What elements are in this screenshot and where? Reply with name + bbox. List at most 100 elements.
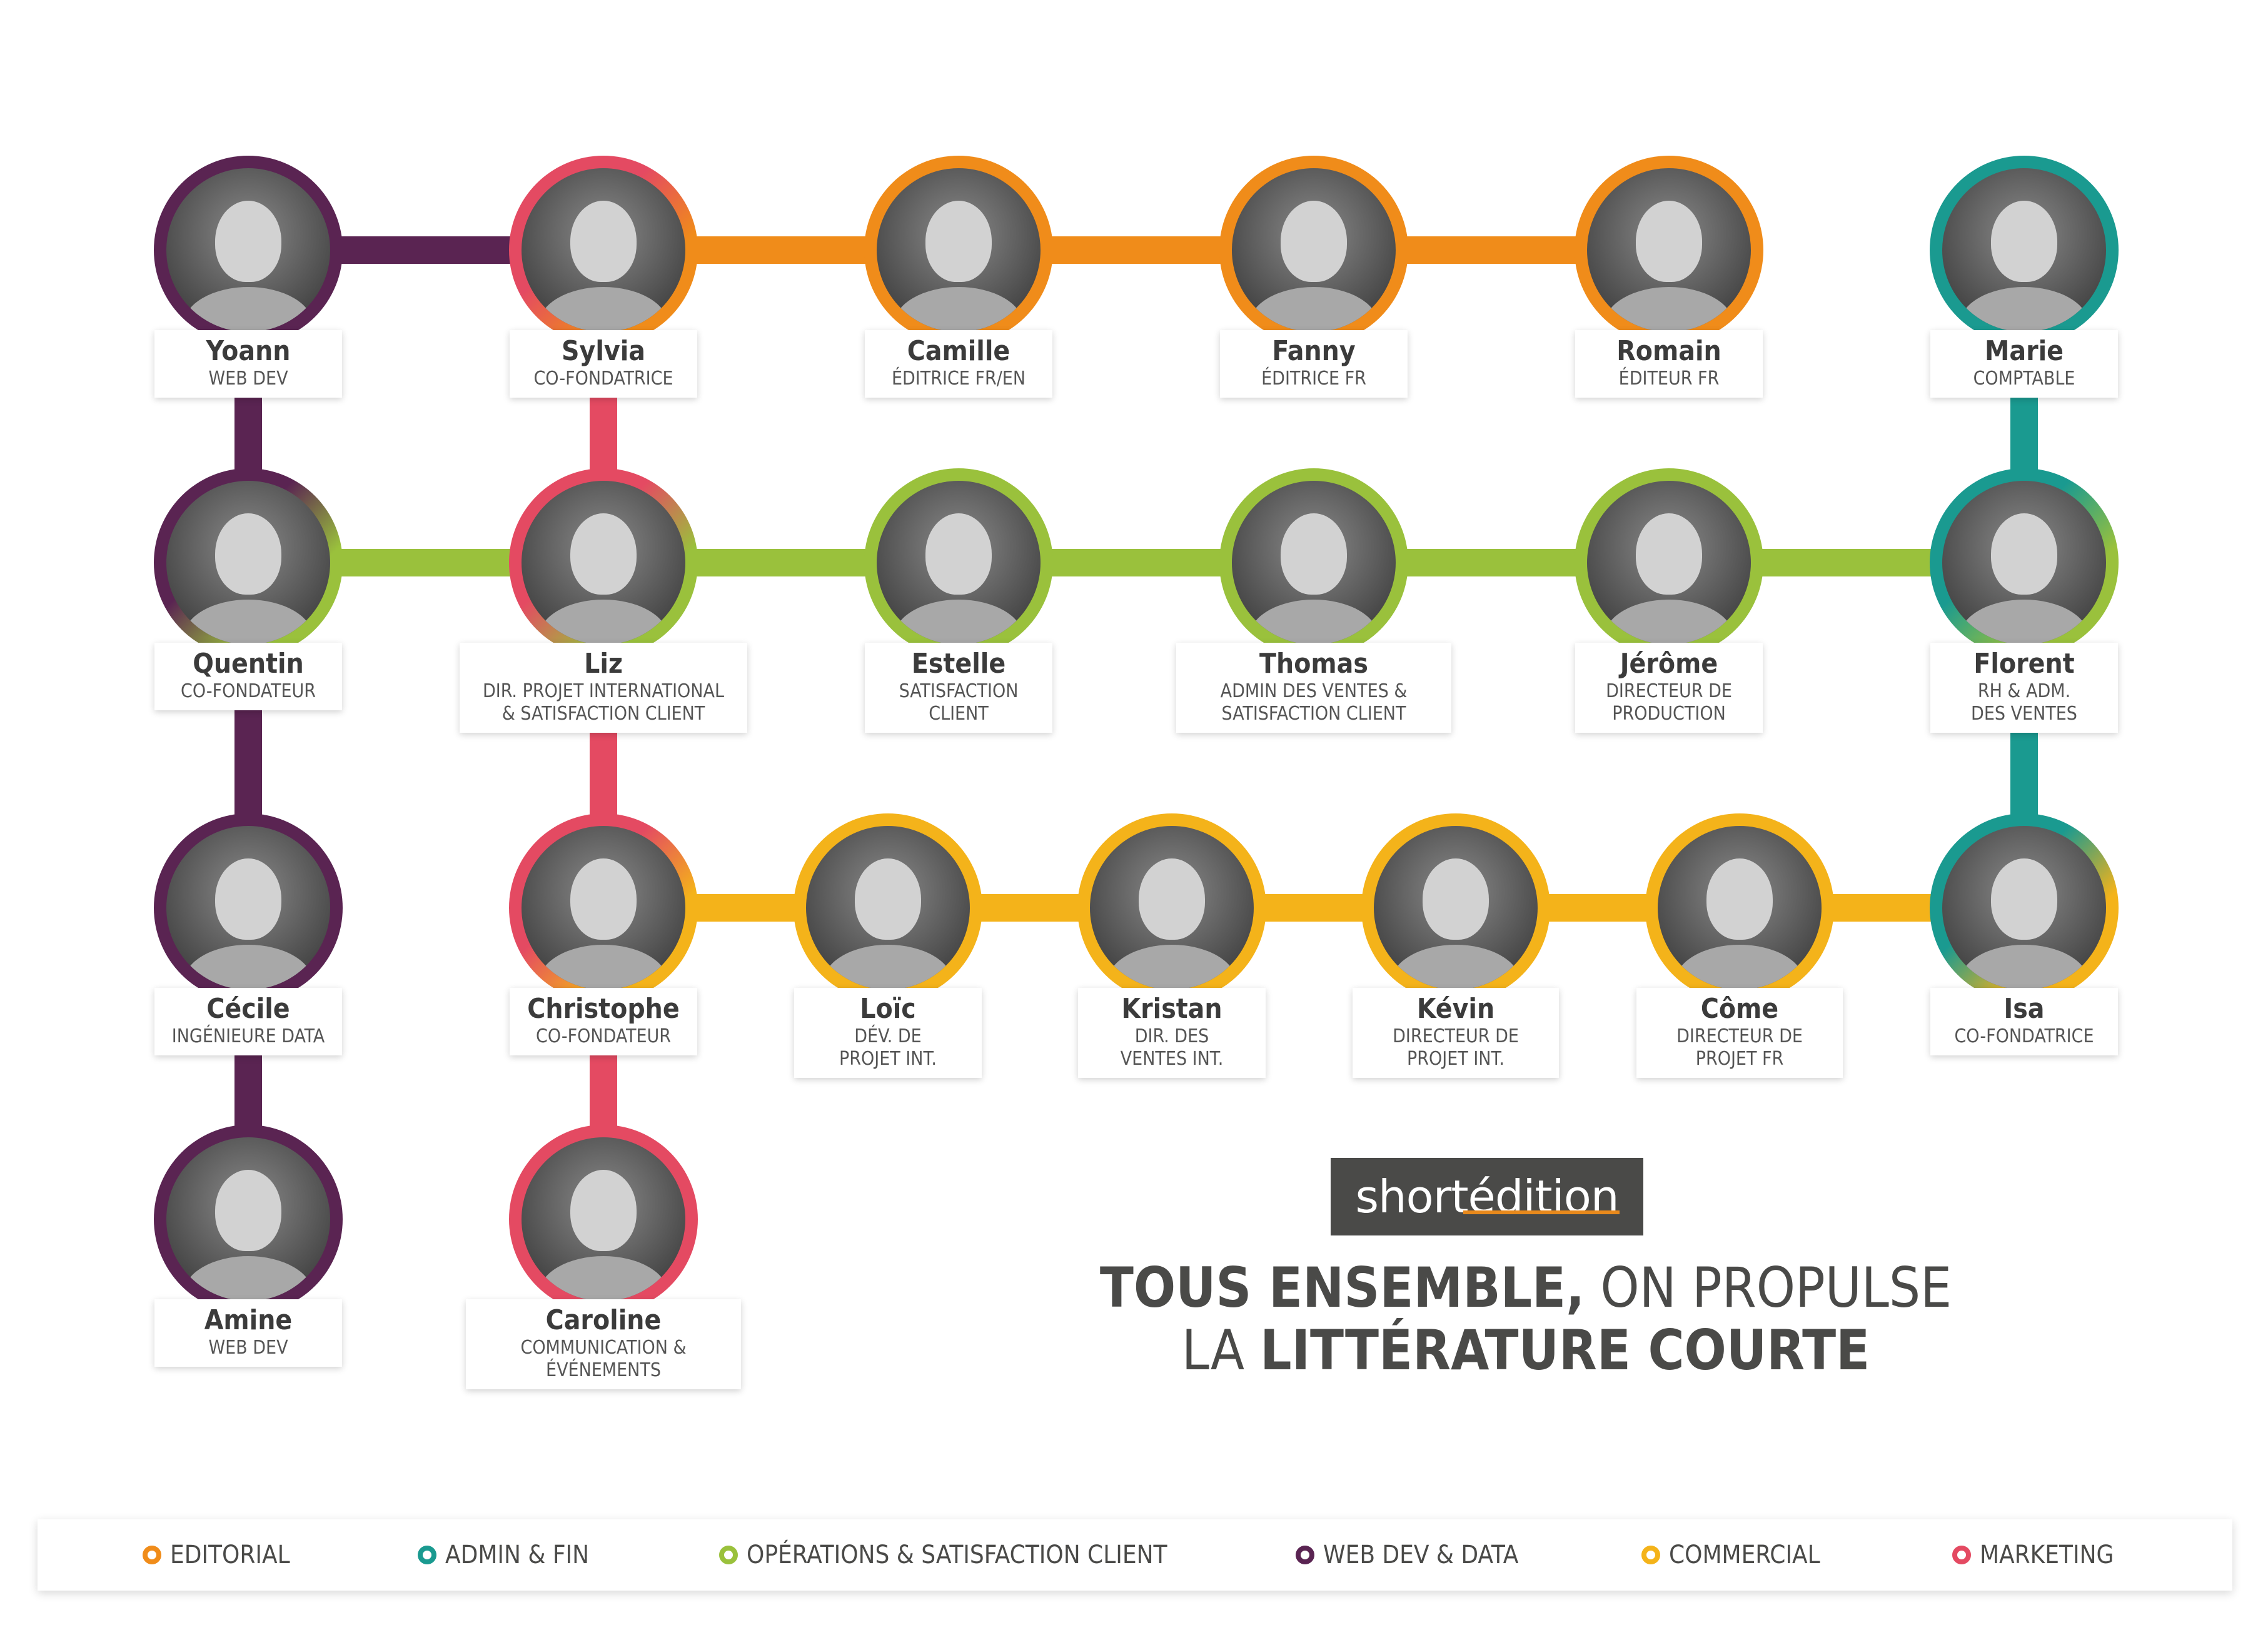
- member-name: Cécile: [206, 993, 290, 1025]
- member-label: Jérôme DIRECTEUR DE PRODUCTION: [1575, 643, 1763, 733]
- member-role: CO-FONDATRICE: [1954, 1025, 2094, 1047]
- legend-item: MARKETING: [1952, 1519, 2114, 1591]
- tagline-line-2: LA LITTÉRATURE COURTE: [1000, 1319, 2051, 1382]
- member-role: INGÉNIEURE DATA: [171, 1025, 325, 1047]
- portrait-photo: [1658, 826, 1822, 990]
- member-role: CO-FONDATEUR: [535, 1025, 672, 1047]
- portrait-head: [570, 1170, 637, 1251]
- portrait-shoulders: [894, 287, 1023, 332]
- portrait-photo: [1942, 168, 2106, 332]
- member-name: Liz: [584, 648, 623, 680]
- member-avatar: [864, 156, 1053, 345]
- portrait-shoulders: [1605, 600, 1733, 645]
- member-name: Thomas: [1259, 648, 1368, 680]
- legend-label: MARKETING: [1980, 1541, 2114, 1569]
- member-role: DIRECTEUR DE PRODUCTION: [1606, 680, 1732, 725]
- member-name: Camille: [907, 335, 1011, 367]
- member-label: Liz DIR. PROJET INTERNATIONAL & SATISFACT…: [460, 643, 747, 733]
- member-role: SATISFACTION CLIENT: [899, 680, 1019, 725]
- legend-item: COMMERCIAL: [1641, 1519, 1820, 1591]
- portrait-head: [1991, 858, 2057, 940]
- member-role: DIR. PROJET INTERNATIONAL & SATISFACTION…: [483, 680, 724, 725]
- member-avatar: [154, 156, 343, 345]
- member-label: Yoann WEB DEV: [154, 330, 342, 398]
- portrait-head: [1636, 201, 1702, 282]
- member-avatar: [154, 1125, 343, 1314]
- portrait-photo: [166, 826, 330, 990]
- portrait-photo: [1374, 826, 1538, 990]
- member-label: Isa CO-FONDATRICE: [1930, 988, 2118, 1055]
- member-avatar: [509, 468, 698, 657]
- legend-label: WEB DEV & DATA: [1323, 1541, 1519, 1569]
- portrait-shoulders: [539, 600, 668, 645]
- portrait-shoulders: [184, 945, 313, 990]
- member-role: ÉDITEUR FR: [1618, 368, 1720, 390]
- member-name: Isa: [2003, 993, 2045, 1025]
- member-label: Loïc DÉV. DE PROJET INT.: [794, 988, 982, 1078]
- member-role: DIR. DES VENTES INT.: [1120, 1025, 1224, 1070]
- legend-label: EDITORIAL: [170, 1541, 290, 1569]
- member-avatar: [509, 1125, 698, 1314]
- member-avatar: [509, 156, 698, 345]
- member-role: ADMIN DES VENTES & SATISFACTION CLIENT: [1220, 680, 1408, 725]
- member-label: Christophe CO-FONDATEUR: [510, 988, 697, 1055]
- portrait-shoulders: [1249, 287, 1378, 332]
- portrait-shoulders: [1249, 600, 1378, 645]
- member-avatar: [1575, 468, 1763, 657]
- portrait-head: [215, 1170, 281, 1251]
- member-role: CO-FONDATEUR: [180, 680, 316, 702]
- portrait-photo: [1090, 826, 1254, 990]
- member-avatar: [794, 813, 982, 1002]
- portrait-shoulders: [539, 945, 668, 990]
- logo-text: shortédition: [1355, 1170, 1620, 1223]
- legend-ring-icon: [1641, 1546, 1660, 1564]
- logo-underline: [1463, 1210, 1620, 1214]
- member-name: Fanny: [1272, 335, 1356, 367]
- portrait-photo: [877, 481, 1041, 645]
- portrait-head: [1991, 513, 2057, 595]
- portrait-head: [570, 201, 637, 282]
- portrait-head: [215, 513, 281, 595]
- portrait-shoulders: [1960, 287, 2089, 332]
- portrait-photo: [806, 826, 970, 990]
- member-name: Florent: [1973, 648, 2075, 680]
- portrait-head: [925, 201, 992, 282]
- portrait-photo: [1587, 481, 1751, 645]
- portrait-shoulders: [1960, 600, 2089, 645]
- member-name: Christophe: [527, 993, 680, 1025]
- tagline-bold-2: LITTÉRATURE COURTE: [1260, 1318, 1870, 1382]
- legend-item: ADMIN & FIN: [418, 1519, 589, 1591]
- portrait-shoulders: [1960, 945, 2089, 990]
- member-label: Amine WEB DEV: [154, 1299, 342, 1367]
- portrait-head: [925, 513, 992, 595]
- portrait-photo: [1942, 826, 2106, 990]
- member-label: Marie COMPTABLE: [1930, 330, 2118, 398]
- member-label: Quentin CO-FONDATEUR: [154, 643, 342, 710]
- portrait-shoulders: [824, 945, 952, 990]
- member-avatar: [1219, 156, 1408, 345]
- member-role: WEB DEV: [208, 1337, 288, 1359]
- member-avatar: [1077, 813, 1266, 1002]
- member-name: Marie: [1984, 335, 2064, 367]
- member-label: Cécile INGÉNIEURE DATA: [154, 988, 342, 1055]
- member-avatar: [1930, 813, 2119, 1002]
- member-role: COMPTABLE: [1973, 368, 2075, 390]
- portrait-shoulders: [184, 600, 313, 645]
- member-avatar: [1930, 156, 2119, 345]
- tagline-plain-2: LA: [1181, 1318, 1261, 1382]
- legend-ring-icon: [1296, 1546, 1314, 1564]
- portrait-head: [1281, 201, 1347, 282]
- legend-ring-icon: [719, 1546, 738, 1564]
- portrait-shoulders: [1675, 945, 1804, 990]
- portrait-head: [215, 201, 281, 282]
- member-name: Loïc: [860, 993, 916, 1025]
- member-avatar: [154, 813, 343, 1002]
- portrait-photo: [522, 1137, 685, 1301]
- member-avatar: [1575, 156, 1763, 345]
- member-role: ÉDITRICE FR: [1261, 368, 1366, 390]
- member-label: Sylvia CO-FONDATRICE: [510, 330, 697, 398]
- member-role: ÉDITRICE FR/EN: [891, 368, 1026, 390]
- portrait-head: [1706, 858, 1773, 940]
- member-name: Quentin: [193, 648, 304, 680]
- portrait-head: [1991, 201, 2057, 282]
